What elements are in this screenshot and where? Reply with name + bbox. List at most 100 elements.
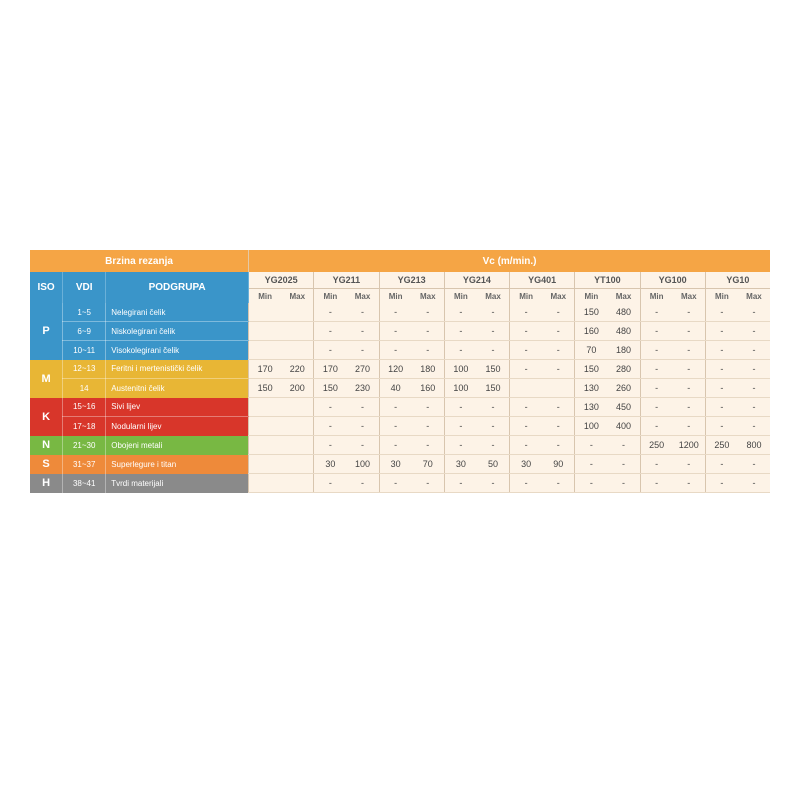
value-max: 480: [607, 322, 640, 341]
value-max: 220: [281, 360, 314, 379]
min-header: Min: [705, 289, 738, 304]
value-max: -: [412, 474, 445, 493]
table-container: Brzina rezanjaVc (m/min.)ISOVDIPODGRUPAY…: [30, 250, 770, 493]
value-max: -: [412, 303, 445, 322]
value-max: -: [477, 303, 510, 322]
value-min: -: [314, 322, 347, 341]
value-min: -: [705, 379, 738, 398]
max-header: Max: [542, 289, 575, 304]
grade-header-YG211: YG211: [314, 272, 379, 289]
value-max: -: [477, 341, 510, 360]
value-max: [281, 303, 314, 322]
value-max: -: [542, 398, 575, 417]
header-vdi: VDI: [63, 272, 106, 303]
grade-header-YG401: YG401: [510, 272, 575, 289]
subgroup-cell: Obojeni metali: [106, 436, 249, 455]
value-min: -: [444, 398, 477, 417]
value-min: -: [705, 455, 738, 474]
value-min: 30: [379, 455, 412, 474]
iso-P: P: [30, 303, 63, 360]
value-max: -: [673, 455, 706, 474]
subgroup-cell: Nelegirani čelik: [106, 303, 249, 322]
value-min: 150: [249, 379, 282, 398]
value-min: -: [640, 474, 673, 493]
value-min: 70: [575, 341, 608, 360]
value-max: -: [607, 455, 640, 474]
grade-header-YG10: YG10: [705, 272, 770, 289]
value-max: -: [346, 303, 379, 322]
value-max: 180: [607, 341, 640, 360]
value-max: -: [346, 322, 379, 341]
subgroup-cell: Tvrdi materijali: [106, 474, 249, 493]
min-header: Min: [249, 289, 282, 304]
value-min: -: [510, 398, 543, 417]
value-min: -: [575, 474, 608, 493]
value-max: -: [346, 436, 379, 455]
value-max: -: [477, 474, 510, 493]
value-max: 260: [607, 379, 640, 398]
max-header: Max: [281, 289, 314, 304]
subgroup-cell: Visokolegirani čelik: [106, 341, 249, 360]
value-max: -: [738, 474, 770, 493]
value-min: -: [705, 341, 738, 360]
value-max: 150: [477, 379, 510, 398]
value-max: -: [673, 303, 706, 322]
value-min: 170: [249, 360, 282, 379]
subgroup-cell: Sivi lijev: [106, 398, 249, 417]
grade-header-YG214: YG214: [444, 272, 509, 289]
value-max: -: [673, 322, 706, 341]
value-max: -: [738, 379, 770, 398]
value-min: -: [640, 303, 673, 322]
value-min: -: [444, 341, 477, 360]
value-max: 180: [412, 360, 445, 379]
value-max: [281, 474, 314, 493]
value-max: -: [477, 436, 510, 455]
value-min: -: [575, 455, 608, 474]
value-max: -: [673, 360, 706, 379]
value-max: [542, 379, 575, 398]
value-min: -: [379, 474, 412, 493]
value-max: [281, 341, 314, 360]
vdi-cell: 17~18: [63, 417, 106, 436]
value-min: 100: [444, 360, 477, 379]
value-min: 30: [314, 455, 347, 474]
subgroup-cell: Feritni i mertenistički čelik: [106, 360, 249, 379]
value-min: 120: [379, 360, 412, 379]
value-min: 150: [314, 379, 347, 398]
value-min: -: [640, 455, 673, 474]
value-max: 1200: [673, 436, 706, 455]
value-max: -: [477, 322, 510, 341]
title-left: Brzina rezanja: [30, 250, 249, 272]
value-min: 30: [444, 455, 477, 474]
vdi-cell: 10~11: [63, 341, 106, 360]
subgroup-cell: Nodularni lijev: [106, 417, 249, 436]
subgroup-cell: Niskolegirani čelik: [106, 322, 249, 341]
grade-header-YT100: YT100: [575, 272, 640, 289]
value-max: -: [738, 360, 770, 379]
value-min: 100: [575, 417, 608, 436]
value-min: -: [705, 303, 738, 322]
value-min: [249, 303, 282, 322]
vdi-cell: 38~41: [63, 474, 106, 493]
value-min: -: [640, 322, 673, 341]
value-max: 90: [542, 455, 575, 474]
header-iso: ISO: [30, 272, 63, 303]
min-header: Min: [444, 289, 477, 304]
value-max: [281, 417, 314, 436]
value-min: [249, 455, 282, 474]
cutting-speed-table: Brzina rezanjaVc (m/min.)ISOVDIPODGRUPAY…: [30, 250, 770, 493]
value-max: 480: [607, 303, 640, 322]
value-min: 30: [510, 455, 543, 474]
value-max: [281, 455, 314, 474]
value-max: [281, 398, 314, 417]
value-min: -: [640, 398, 673, 417]
value-max: -: [412, 322, 445, 341]
value-min: -: [379, 398, 412, 417]
value-max: -: [673, 474, 706, 493]
vdi-cell: 1~5: [63, 303, 106, 322]
value-max: -: [738, 398, 770, 417]
value-max: 270: [346, 360, 379, 379]
vdi-cell: 21~30: [63, 436, 106, 455]
value-max: -: [607, 436, 640, 455]
value-min: -: [379, 341, 412, 360]
